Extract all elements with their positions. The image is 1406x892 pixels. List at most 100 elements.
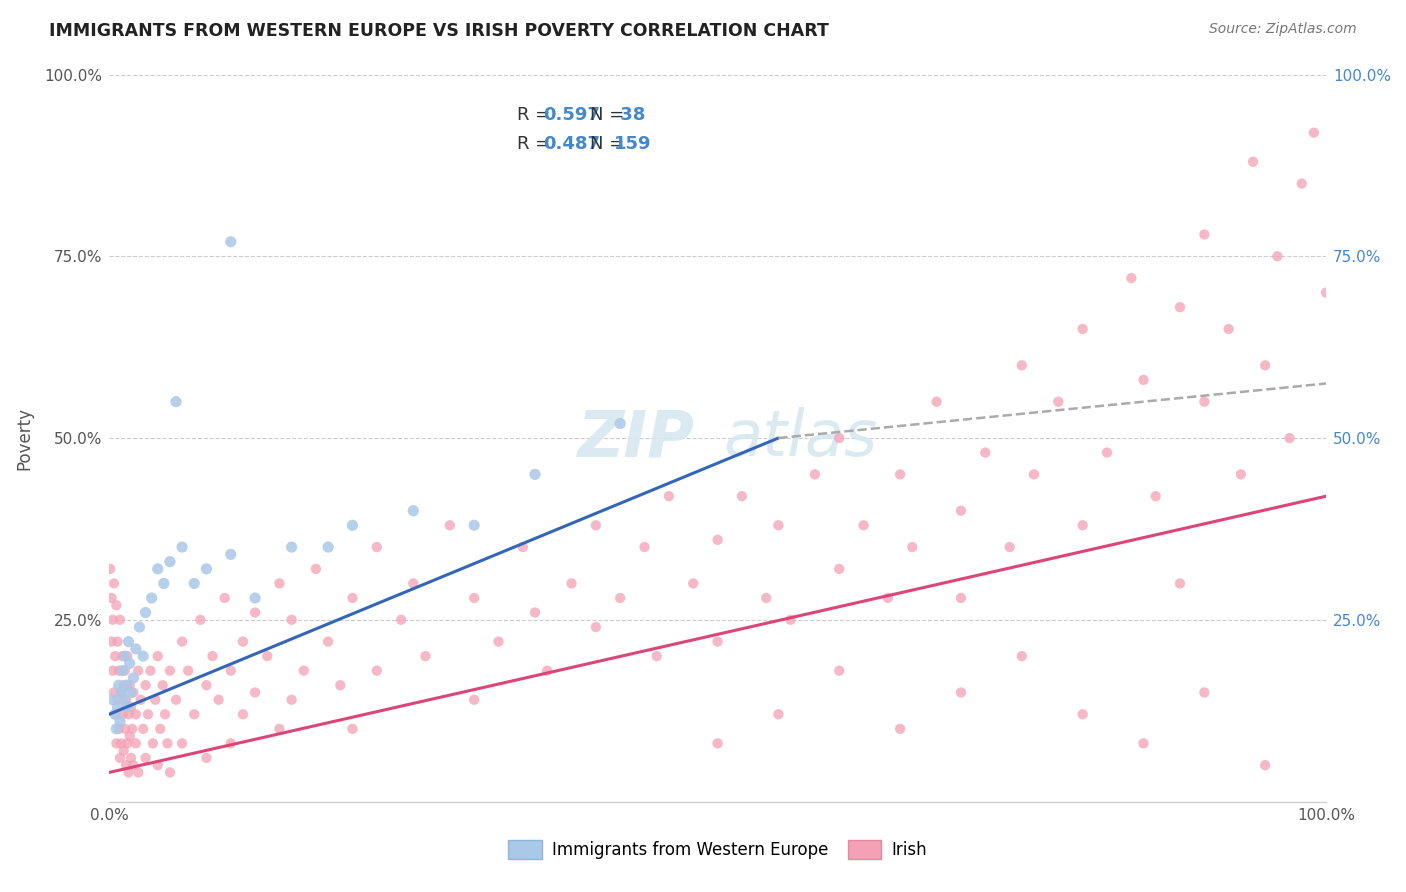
- Point: [108, 714, 131, 729]
- Point: [195, 678, 218, 692]
- Point: [706, 634, 728, 648]
- Point: [389, 613, 412, 627]
- Point: [100, 591, 122, 605]
- Point: [1132, 373, 1154, 387]
- Point: [280, 540, 302, 554]
- Point: [1071, 707, 1094, 722]
- Point: [153, 576, 176, 591]
- Point: [1267, 249, 1289, 263]
- Point: [118, 729, 141, 743]
- Point: [658, 489, 681, 503]
- Point: [107, 692, 129, 706]
- Point: [195, 751, 218, 765]
- Point: [114, 722, 136, 736]
- Point: [828, 562, 851, 576]
- Point: [316, 540, 339, 554]
- Point: [1095, 445, 1118, 459]
- Point: [170, 540, 193, 554]
- Point: [949, 591, 972, 605]
- Point: [153, 707, 176, 722]
- Point: [108, 613, 131, 627]
- Point: [132, 722, 155, 736]
- Point: [828, 431, 851, 445]
- Point: [342, 518, 364, 533]
- Point: [103, 576, 125, 591]
- Point: [103, 685, 125, 699]
- Point: [1194, 227, 1216, 242]
- Point: [804, 467, 827, 482]
- Text: IMMIGRANTS FROM WESTERN EUROPE VS IRISH POVERTY CORRELATION CHART: IMMIGRANTS FROM WESTERN EUROPE VS IRISH …: [49, 22, 830, 40]
- Point: [1241, 154, 1264, 169]
- Point: [125, 736, 148, 750]
- Point: [101, 692, 124, 706]
- Point: [779, 613, 801, 627]
- Point: [366, 664, 388, 678]
- Point: [1254, 758, 1277, 772]
- Point: [114, 649, 136, 664]
- Point: [901, 540, 924, 554]
- Point: [731, 489, 754, 503]
- Point: [101, 664, 124, 678]
- Point: [104, 707, 127, 722]
- Point: [110, 736, 132, 750]
- Point: [219, 664, 242, 678]
- Point: [105, 599, 128, 613]
- Text: 38: 38: [614, 105, 645, 123]
- Point: [183, 576, 205, 591]
- Point: [755, 591, 778, 605]
- Point: [633, 540, 655, 554]
- Point: [170, 736, 193, 750]
- Point: [1121, 271, 1143, 285]
- Point: [122, 685, 145, 699]
- Point: [219, 235, 242, 249]
- Point: [243, 685, 266, 699]
- Point: [949, 685, 972, 699]
- Point: [1071, 518, 1094, 533]
- Point: [439, 518, 461, 533]
- Point: [524, 467, 547, 482]
- Point: [706, 736, 728, 750]
- Point: [120, 685, 142, 699]
- Point: [112, 744, 135, 758]
- Text: N =: N =: [589, 135, 630, 153]
- Point: [117, 707, 139, 722]
- Point: [1230, 467, 1253, 482]
- Y-axis label: Poverty: Poverty: [15, 407, 32, 469]
- Point: [139, 664, 162, 678]
- Point: [974, 445, 997, 459]
- Point: [207, 692, 229, 706]
- Point: [925, 394, 948, 409]
- Point: [292, 664, 315, 678]
- Point: [135, 678, 157, 692]
- Point: [889, 722, 911, 736]
- Point: [1278, 431, 1301, 445]
- Point: [159, 555, 181, 569]
- Point: [1047, 394, 1070, 409]
- Point: [280, 613, 302, 627]
- Point: [112, 692, 135, 706]
- Point: [107, 722, 129, 736]
- Point: [104, 707, 127, 722]
- Point: [136, 707, 159, 722]
- Point: [128, 620, 150, 634]
- Text: R =: R =: [517, 105, 555, 123]
- Point: [524, 606, 547, 620]
- Point: [98, 562, 121, 576]
- Point: [232, 707, 254, 722]
- Point: [1168, 300, 1191, 314]
- Point: [585, 620, 607, 634]
- Point: [243, 606, 266, 620]
- Point: [159, 765, 181, 780]
- Point: [219, 547, 242, 561]
- Point: [156, 736, 179, 750]
- Point: [1194, 394, 1216, 409]
- Point: [122, 671, 145, 685]
- Point: [316, 634, 339, 648]
- Point: [329, 678, 352, 692]
- Point: [118, 678, 141, 692]
- Point: [107, 664, 129, 678]
- Point: [1194, 685, 1216, 699]
- Point: [609, 417, 631, 431]
- Point: [111, 664, 134, 678]
- Point: [609, 591, 631, 605]
